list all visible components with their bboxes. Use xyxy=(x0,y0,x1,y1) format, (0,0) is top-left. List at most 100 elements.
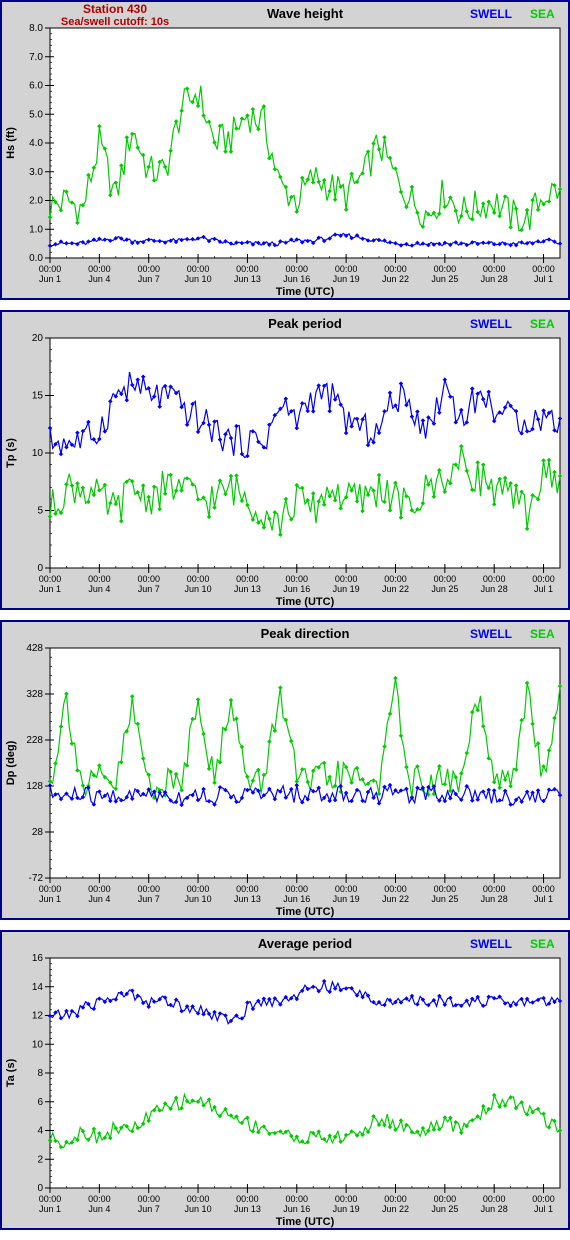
panel-average-period: Average periodSWELLSEA0246810121416Ta (s… xyxy=(1,931,569,1229)
ytick-label: 8.0 xyxy=(29,23,43,34)
xtick-date: Jun 10 xyxy=(185,584,212,594)
xtick-date: Jun 7 xyxy=(138,894,160,904)
xtick-time: 00:00 xyxy=(187,574,210,584)
xtick-time: 00:00 xyxy=(532,884,555,894)
xtick-date: Jun 25 xyxy=(431,274,458,284)
xtick-time: 00:00 xyxy=(532,1194,555,1204)
ytick-label: 2.0 xyxy=(29,196,43,207)
xtick-time: 00:00 xyxy=(335,1194,358,1204)
xtick-time: 00:00 xyxy=(434,1194,457,1204)
xtick-time: 00:00 xyxy=(384,574,407,584)
xtick-date: Jun 16 xyxy=(283,894,310,904)
ytick-label: 20 xyxy=(32,333,44,344)
panel-peak-period: Peak periodSWELLSEA05101520Tp (s)00:00Ju… xyxy=(1,311,569,609)
ytick-label: 428 xyxy=(26,643,43,654)
xtick-time: 00:00 xyxy=(88,574,111,584)
legend-swell: SWELL xyxy=(470,317,512,331)
xtick-time: 00:00 xyxy=(39,264,62,274)
ytick-label: 6 xyxy=(37,1097,43,1108)
xtick-time: 00:00 xyxy=(88,264,111,274)
xtick-date: Jun 16 xyxy=(283,584,310,594)
xtick-date: Jun 4 xyxy=(88,274,110,284)
xtick-time: 00:00 xyxy=(187,1194,210,1204)
ytick-label: 5.0 xyxy=(29,109,43,120)
panel-peak-direction: Peak directionSWELLSEA-7228128228328428D… xyxy=(1,621,569,919)
xtick-date: Jun 19 xyxy=(333,894,360,904)
xtick-date: Jun 1 xyxy=(39,274,61,284)
x-axis-label: Time (UTC) xyxy=(276,1216,335,1228)
xtick-date: Jun 19 xyxy=(333,274,360,284)
station-title: Station 430 xyxy=(83,2,147,16)
xtick-time: 00:00 xyxy=(532,264,555,274)
xtick-time: 00:00 xyxy=(88,1194,111,1204)
xtick-date: Jun 22 xyxy=(382,584,409,594)
x-axis-label: Time (UTC) xyxy=(276,596,335,608)
xtick-time: 00:00 xyxy=(434,264,457,274)
xtick-date: Jun 10 xyxy=(185,894,212,904)
xtick-date: Jun 10 xyxy=(185,274,212,284)
ytick-label: 128 xyxy=(26,781,43,792)
xtick-time: 00:00 xyxy=(286,884,309,894)
legend-swell: SWELL xyxy=(470,937,512,951)
ytick-label: 14 xyxy=(32,982,44,993)
y-axis-label: Tp (s) xyxy=(5,438,17,468)
xtick-time: 00:00 xyxy=(384,884,407,894)
xtick-time: 00:00 xyxy=(384,264,407,274)
ytick-label: 10 xyxy=(32,1039,44,1050)
xtick-time: 00:00 xyxy=(137,264,160,274)
panel-wave-height: Wave height SWELL SEA Station 430Sea/swell … xyxy=(1,1,569,299)
legend-sea: SEA xyxy=(530,627,555,641)
xtick-date: Jun 25 xyxy=(431,584,458,594)
xtick-time: 00:00 xyxy=(434,574,457,584)
ytick-label: 6.0 xyxy=(29,81,43,92)
ytick-label: 5 xyxy=(37,506,43,517)
legend-sea: SEA xyxy=(530,937,555,951)
xtick-time: 00:00 xyxy=(335,264,358,274)
xtick-time: 00:00 xyxy=(286,264,309,274)
xtick-date: Jun 4 xyxy=(88,584,110,594)
xtick-date: Jun 4 xyxy=(88,1204,110,1214)
ytick-label: 0.0 xyxy=(29,253,43,264)
xtick-date: Jun 7 xyxy=(138,584,160,594)
xtick-date: Jun 1 xyxy=(39,894,61,904)
xtick-date: Jun 1 xyxy=(39,1204,61,1214)
ytick-label: 228 xyxy=(26,735,43,746)
x-axis-label: Time (UTC) xyxy=(276,906,335,918)
station-subtitle: Sea/swell cutoff: 10s xyxy=(61,16,169,28)
xtick-time: 00:00 xyxy=(286,574,309,584)
ytick-label: 0 xyxy=(37,1183,43,1194)
xtick-time: 00:00 xyxy=(384,1194,407,1204)
ytick-label: 2 xyxy=(37,1154,43,1165)
x-axis-label: Time (UTC) xyxy=(276,286,335,298)
panel-title: Wave height xyxy=(267,6,344,21)
panel-title: Peak period xyxy=(268,316,342,331)
xtick-date: Jun 25 xyxy=(431,894,458,904)
xtick-time: 00:00 xyxy=(483,884,506,894)
xtick-date: Jun 1 xyxy=(39,584,61,594)
panel-title: Peak direction xyxy=(261,626,350,641)
xtick-time: 00:00 xyxy=(483,264,506,274)
xtick-date: Jul 1 xyxy=(534,274,553,284)
ytick-label: 4.0 xyxy=(29,138,43,149)
xtick-date: Jun 28 xyxy=(481,894,508,904)
legend-swell: SWELL xyxy=(470,7,512,21)
xtick-date: Jul 1 xyxy=(534,1204,553,1214)
ytick-label: 28 xyxy=(32,827,44,838)
xtick-date: Jun 16 xyxy=(283,274,310,284)
xtick-time: 00:00 xyxy=(137,884,160,894)
ytick-label: 328 xyxy=(26,689,43,700)
panel-title: Average period xyxy=(258,936,352,951)
xtick-time: 00:00 xyxy=(335,574,358,584)
plot-area xyxy=(50,648,560,878)
ytick-label: 10 xyxy=(32,448,44,459)
xtick-time: 00:00 xyxy=(39,574,62,584)
xtick-date: Jun 28 xyxy=(481,584,508,594)
ytick-label: 3.0 xyxy=(29,167,43,178)
xtick-date: Jun 16 xyxy=(283,1204,310,1214)
legend-sea: SEA xyxy=(530,7,555,21)
xtick-time: 00:00 xyxy=(483,574,506,584)
legend-sea: SEA xyxy=(530,317,555,331)
ytick-label: 1.0 xyxy=(29,224,43,235)
xtick-date: Jun 4 xyxy=(88,894,110,904)
xtick-date: Jun 28 xyxy=(481,274,508,284)
